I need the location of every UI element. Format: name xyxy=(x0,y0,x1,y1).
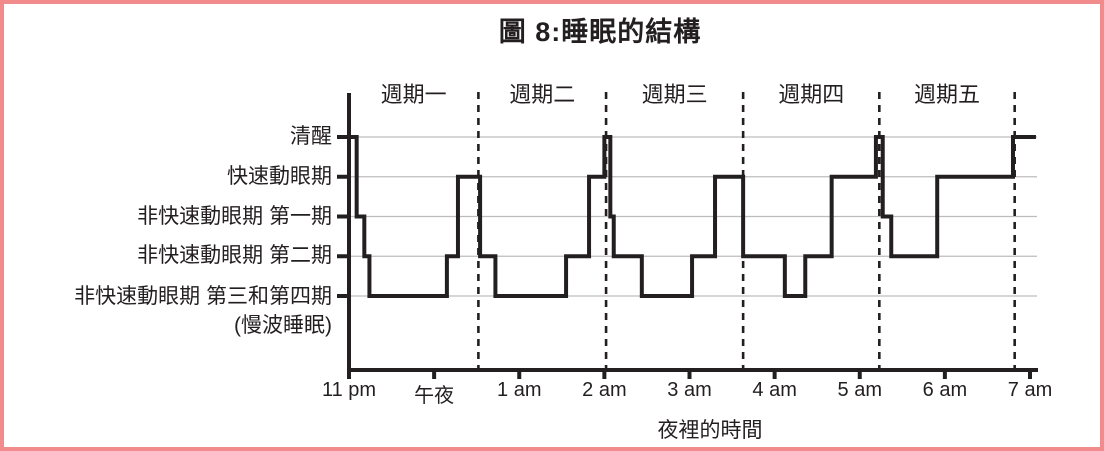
x-tick-label-5-am: 5 am xyxy=(837,379,882,401)
x-tick-label-4-am: 4 am xyxy=(752,379,797,401)
hypnogram-line xyxy=(349,135,1036,298)
y-axis-label-s1: 非快速動眼期 第一期 xyxy=(137,204,332,228)
x-tick-label-6-am: 6 am xyxy=(922,379,968,401)
y-axis-label-wake: 清醒 xyxy=(290,125,332,148)
cycle-label-5: 週期五 xyxy=(913,82,980,107)
y-axis-label-sws: 非快速動眼期 第三和第四期 (慢波睡眠) xyxy=(74,282,332,340)
x-tick-label-午夜: 午夜 xyxy=(414,385,455,407)
x-tick-label-1-am: 1 am xyxy=(497,379,542,401)
y-axis-label-sws-line1: 非快速動眼期 第三和第四期 xyxy=(74,284,332,308)
cycle-label-3: 週期三 xyxy=(641,82,708,107)
x-axis-title: 夜裡的時間 xyxy=(657,419,763,442)
y-axis-label-s2: 非快速動眼期 第二期 xyxy=(137,244,332,268)
y-axis-label-sws-line2: (慢波睡眠) xyxy=(234,313,332,337)
x-tick-label-2-am: 2 am xyxy=(582,379,627,401)
x-tick-label-11-pm: 11 pm xyxy=(321,379,377,401)
figure-title: 圖 8:睡眠的結構 xyxy=(498,17,702,47)
y-axis-label-rem: 快速動眼期 xyxy=(227,164,332,188)
x-tick-label-7-am: 7 am xyxy=(1007,379,1053,401)
x-tick-label-3-am: 3 am xyxy=(667,379,712,401)
cycle-label-4: 週期四 xyxy=(778,82,845,107)
cycle-label-2: 週期二 xyxy=(509,82,576,107)
cycle-label-1: 週期一 xyxy=(380,82,447,107)
